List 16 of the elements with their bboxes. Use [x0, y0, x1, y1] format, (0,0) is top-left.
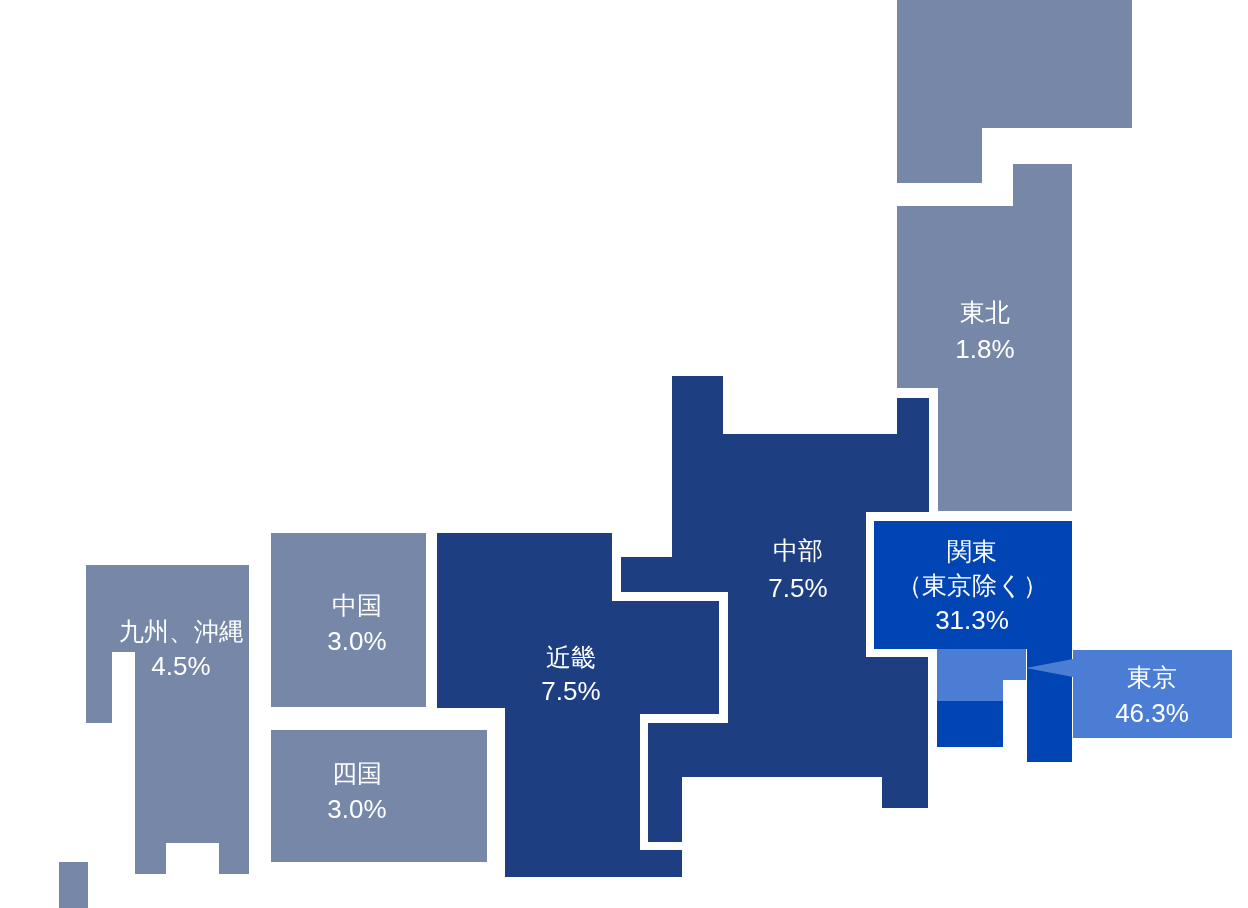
category-label: 九州、沖縄	[118, 617, 244, 645]
data-label: 3.0%	[327, 626, 387, 656]
category-label: 四国	[332, 759, 382, 787]
data-label: 1.8%	[955, 334, 1015, 364]
data-label: 3.0%	[327, 794, 387, 824]
category-label: 中部	[773, 536, 823, 564]
data-label: 46.3%	[1115, 698, 1189, 728]
data-label: 4.5%	[151, 651, 211, 681]
data-label: 7.5%	[768, 573, 828, 603]
data-label: 7.5%	[541, 676, 601, 706]
category-label: 東京	[1127, 663, 1177, 691]
data-label: 31.3%	[935, 605, 1009, 635]
category-label: 近畿	[546, 643, 596, 671]
category-label: 関東（東京除く）	[896, 537, 1048, 599]
category-label: 東北	[960, 298, 1010, 326]
category-label: 中国	[332, 591, 382, 619]
